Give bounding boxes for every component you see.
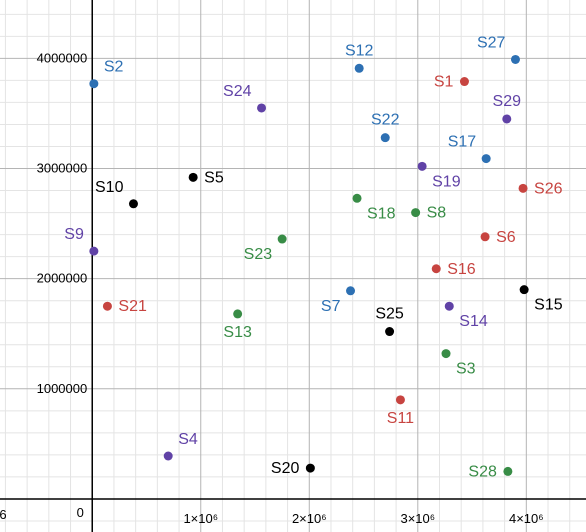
data-point xyxy=(89,79,99,89)
point-label: S8 xyxy=(427,205,447,222)
data-point xyxy=(444,301,454,311)
data-point xyxy=(380,133,390,143)
point-label: S19 xyxy=(432,173,461,190)
data-point xyxy=(518,183,528,193)
point-label: S1 xyxy=(434,74,454,91)
data-point xyxy=(411,208,421,218)
data-points xyxy=(89,54,529,476)
point-label: S18 xyxy=(367,205,396,222)
data-point xyxy=(277,234,287,244)
data-point xyxy=(431,264,441,274)
point-label: S17 xyxy=(448,134,477,151)
data-point xyxy=(480,232,490,242)
point-label: S23 xyxy=(244,246,273,263)
point-label: S9 xyxy=(64,226,84,243)
point-label: S6 xyxy=(496,229,516,246)
point-label: S14 xyxy=(459,313,488,330)
y-tick-label: 2000000 xyxy=(37,271,88,286)
data-point xyxy=(305,463,315,473)
data-point xyxy=(354,63,364,73)
x-tick-label-edge: 6 xyxy=(0,507,7,522)
point-label: S2 xyxy=(104,59,124,76)
x-tick-label: 3×10⁶ xyxy=(400,511,435,526)
data-point xyxy=(503,466,513,476)
data-point xyxy=(417,161,427,171)
point-label: S29 xyxy=(493,93,522,110)
point-label: S24 xyxy=(223,83,252,100)
point-label: S15 xyxy=(534,297,563,314)
data-point xyxy=(346,286,356,296)
point-label: S3 xyxy=(456,361,476,378)
point-labels: S1 S2 S3 S4 S5 S6 S7 S8 S9 S10 S11 S12 S13 S14 S15 S16 S… xyxy=(64,34,562,480)
point-label: S28 xyxy=(468,463,497,480)
point-label: S22 xyxy=(371,112,400,129)
point-label: S26 xyxy=(534,180,563,197)
tick-labels: 0 1×10⁶ 2×10⁶ 3×10⁶ 4×10⁶ 6 1000000 2000000 3000… xyxy=(0,50,544,526)
data-point xyxy=(233,309,243,319)
data-point xyxy=(385,327,395,337)
data-point xyxy=(163,451,173,461)
point-label: S27 xyxy=(477,34,506,51)
y-tick-label: 1000000 xyxy=(37,381,88,396)
data-point xyxy=(459,77,469,87)
data-point xyxy=(481,154,491,164)
data-point xyxy=(502,114,512,124)
point-label: S5 xyxy=(204,169,224,186)
x-tick-label: 2×10⁶ xyxy=(292,511,327,526)
point-label: S16 xyxy=(447,261,476,278)
y-tick-label: 4000000 xyxy=(37,50,88,65)
data-point xyxy=(510,54,520,64)
point-label: S21 xyxy=(118,298,147,315)
x-tick-label: 1×10⁶ xyxy=(183,511,218,526)
x-tick-label-zero: 0 xyxy=(77,505,84,520)
point-label: S12 xyxy=(345,42,374,59)
point-label: S7 xyxy=(321,298,341,315)
data-point xyxy=(89,246,99,256)
data-point xyxy=(519,285,529,295)
data-point xyxy=(352,193,362,203)
point-label: S10 xyxy=(95,179,124,196)
y-tick-label: 3000000 xyxy=(37,161,88,176)
x-tick-label: 4×10⁶ xyxy=(509,511,544,526)
point-label: S13 xyxy=(223,324,252,341)
point-label: S11 xyxy=(387,410,414,427)
data-point xyxy=(128,199,138,209)
data-point xyxy=(188,172,198,182)
point-label: S20 xyxy=(271,460,300,477)
point-label: S25 xyxy=(375,306,404,323)
data-point xyxy=(395,395,405,405)
data-point xyxy=(441,349,451,359)
point-label: S4 xyxy=(178,431,198,448)
data-point xyxy=(102,301,112,311)
data-point xyxy=(257,103,267,113)
